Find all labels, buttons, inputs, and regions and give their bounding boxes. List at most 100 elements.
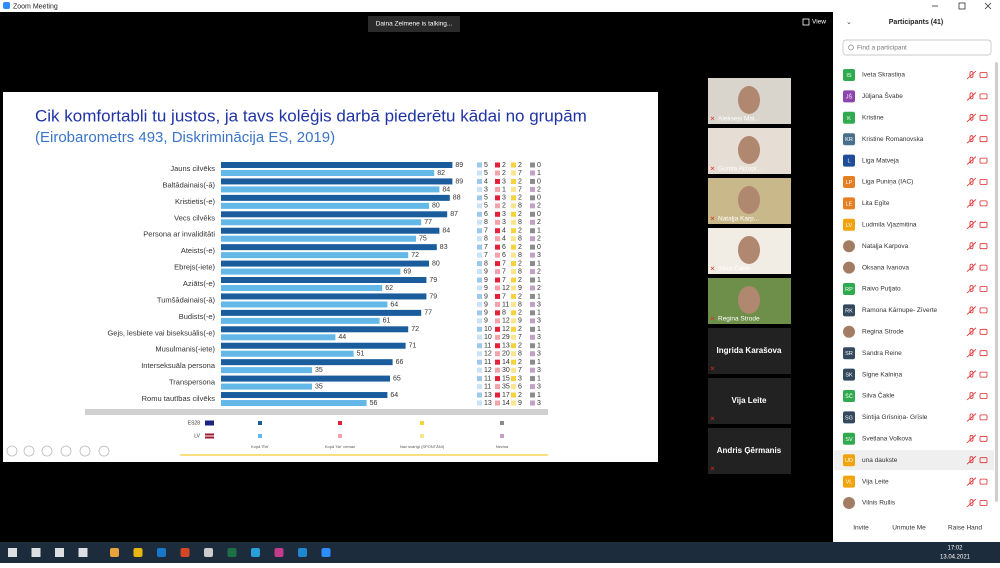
participant-name[interactable]: Kristine: [862, 115, 884, 122]
bar-value: 66: [396, 359, 404, 366]
bar-value: 56: [370, 400, 378, 407]
value-marker: [530, 318, 535, 324]
camera-icon: [979, 307, 988, 314]
panel-collapse[interactable]: ⌄: [846, 19, 852, 26]
value-marker: [511, 252, 516, 258]
pen-button[interactable]: [41, 445, 53, 457]
participant-name[interactable]: Silva Čakle: [862, 391, 895, 400]
value-text: 12: [502, 326, 510, 333]
mic-slash: [966, 177, 977, 187]
value-text: 1: [537, 293, 541, 300]
taskbar-icon[interactable]: [180, 548, 190, 557]
value-marker: [511, 310, 516, 316]
next-button[interactable]: [23, 445, 35, 457]
zoom-button[interactable]: [79, 445, 91, 457]
value-marker: [530, 326, 535, 332]
mic-icon: [969, 199, 974, 207]
panel-button[interactable]: Raise Hand: [948, 525, 982, 532]
participant-name[interactable]: Raivo Putjato: [862, 286, 901, 293]
value-marker: [477, 301, 482, 307]
bar-value: 72: [411, 252, 419, 259]
value-text: 2: [518, 293, 522, 300]
value-text: 7: [484, 252, 488, 259]
participant-name[interactable]: Nataļja Karpova: [862, 243, 909, 250]
view-icon[interactable]: [802, 18, 810, 26]
participant-name[interactable]: Sintija Grīsniņa- Grīsle: [862, 414, 928, 421]
taskbar-icon[interactable]: [274, 548, 284, 557]
taskbar-icon[interactable]: [55, 548, 64, 557]
participant-name[interactable]: Ludmila Vjazmitina: [862, 222, 917, 229]
close[interactable]: [984, 2, 992, 10]
taskbar-icon[interactable]: [157, 548, 166, 557]
taskbar-icon[interactable]: [78, 548, 88, 557]
taskbar-icon[interactable]: [110, 548, 119, 557]
panel-button[interactable]: Invite: [853, 525, 869, 532]
bar-value: 77: [424, 219, 432, 226]
bar-value: 80: [432, 203, 440, 210]
search-box[interactable]: [842, 39, 992, 56]
category-label: Kristietis(-e): [175, 197, 216, 206]
value-text: 3: [484, 186, 488, 193]
video-name: Silva Čakle: [718, 264, 751, 273]
value-text: 5: [484, 203, 488, 210]
value-text: 7: [518, 367, 522, 374]
participant-name[interactable]: Oksana Ivanova: [862, 264, 909, 271]
avatar: [843, 176, 855, 188]
bar-value: 61: [383, 318, 391, 325]
participant-name[interactable]: Lita Egīte: [862, 200, 890, 207]
value-marker: [495, 285, 500, 291]
more-button[interactable]: [98, 445, 110, 457]
search-placeholder[interactable]: Find a participant: [857, 45, 907, 52]
taskbar-icon[interactable]: [8, 548, 17, 557]
avatar: [843, 454, 855, 467]
taskbar-icon[interactable]: [31, 548, 41, 557]
participant-name[interactable]: Liga Matveja: [862, 157, 899, 164]
view-button[interactable]: View: [812, 19, 826, 26]
participant-name[interactable]: Jūljana Švabe: [862, 91, 903, 100]
value-text: 7: [518, 334, 522, 341]
avatar: [843, 90, 855, 103]
maximize[interactable]: [958, 2, 966, 10]
muted-icon: ✕: [710, 317, 715, 323]
slides-button[interactable]: [60, 445, 72, 457]
scrollbar[interactable]: [995, 62, 998, 502]
video-name: Nataļja Karp...: [718, 216, 759, 223]
value-text: 1: [537, 277, 541, 284]
window-controls[interactable]: [932, 2, 992, 10]
participant-name[interactable]: Liga Puniņa (IAC): [862, 179, 913, 186]
value-marker: [530, 261, 535, 267]
camera-icon: [979, 393, 988, 399]
participant-name[interactable]: Signe Kalniņa: [862, 371, 902, 378]
value-marker: [530, 277, 535, 283]
participant-name[interactable]: Svetlana Volkova: [862, 436, 912, 443]
panel-button[interactable]: Unmute Me: [892, 525, 926, 532]
value-marker: [477, 359, 482, 365]
value-marker: [511, 162, 516, 168]
taskbar-icon[interactable]: [227, 548, 237, 557]
muted-icon: ✕: [710, 267, 715, 273]
legend-flag-stripe: [205, 435, 214, 437]
prev-button[interactable]: [6, 445, 18, 457]
slide-title: Cik komfortabli tu justos, ja tavs kolēģ…: [35, 106, 587, 125]
mic-slash: [966, 498, 977, 508]
taskbar-icon[interactable]: [298, 548, 307, 557]
avatar: [843, 69, 855, 81]
taskbar-icon[interactable]: [321, 548, 331, 557]
participant-name[interactable]: Sandra Reine: [862, 350, 902, 357]
participant-name[interactable]: Regina Strode: [862, 329, 904, 336]
participant-name[interactable]: Ramona Kārnupe- Zīverte: [862, 307, 938, 314]
taskbar-icon[interactable]: [204, 548, 213, 557]
value-text: 8: [518, 252, 522, 259]
participant-name[interactable]: Vija Leite: [862, 478, 889, 485]
participant-name[interactable]: Kristine Romanovska: [862, 136, 924, 143]
bar: [221, 211, 448, 218]
slide-controls[interactable]: [6, 445, 110, 457]
taskbar-icon[interactable]: [251, 548, 260, 557]
participant-name[interactable]: Iveta Skrastiņa: [862, 72, 905, 79]
bar: [221, 350, 354, 357]
participant-name[interactable]: Vilnis Rullis: [862, 500, 896, 507]
participant-name[interactable]: una daukste: [862, 457, 898, 464]
taskbar-icon[interactable]: [133, 548, 143, 557]
video-person: [738, 86, 760, 114]
